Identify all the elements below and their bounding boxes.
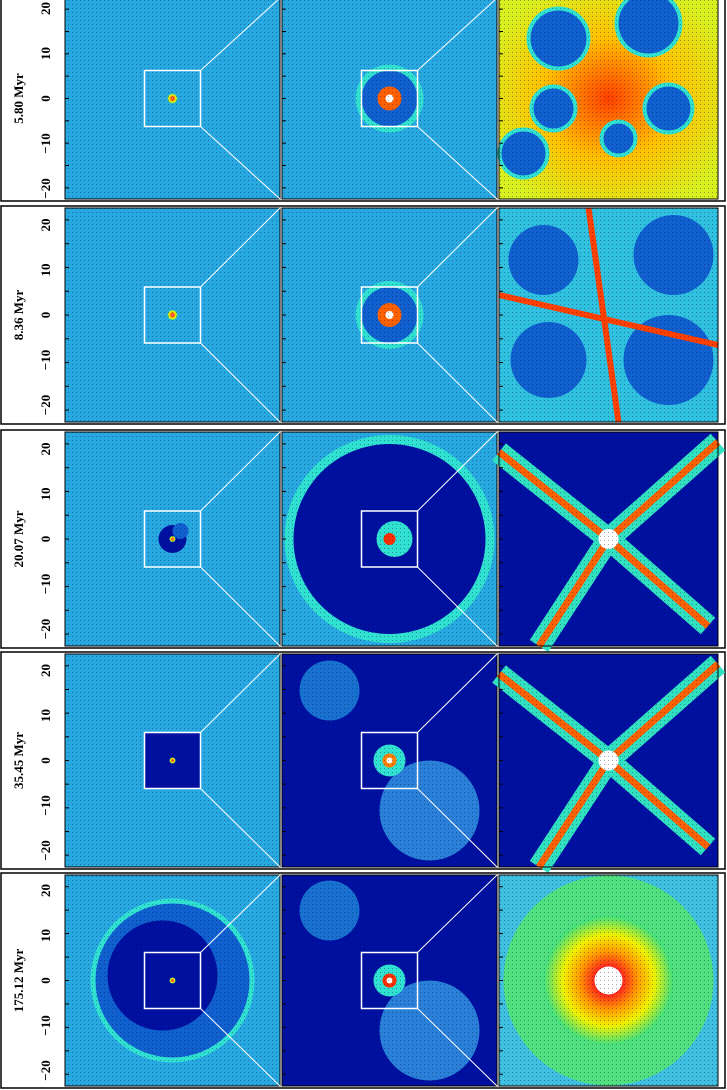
panel: [281, 0, 498, 200]
zoom-line: [200, 431, 281, 512]
zoom-line: [200, 788, 281, 868]
axis-tick-label: 10: [38, 47, 53, 60]
zoom-line: [200, 566, 281, 647]
panel: [281, 431, 498, 647]
panel: [498, 207, 719, 423]
panel: [498, 874, 719, 1087]
axis-tick-label: 10: [38, 488, 53, 501]
row-frame: [0, 0, 726, 202]
snapshot-row: 20.07 Myr 20 10 0 −10 −20: [0, 429, 726, 652]
row-frame: [0, 872, 726, 1089]
axis-tick-label: 10: [38, 709, 53, 722]
zoom-box: [360, 69, 419, 128]
zoom-box: [143, 951, 202, 1010]
time-label: 175.12 Myr: [11, 949, 26, 1013]
zoom-line: [200, 874, 281, 953]
panel: [281, 207, 498, 423]
zoom-line: [417, 566, 498, 647]
zoom-line: [417, 126, 498, 200]
axis-tick-label: 0: [38, 536, 53, 543]
axis-tick-label: 10: [38, 929, 53, 942]
zoom-box: [143, 731, 202, 790]
zoom-box: [143, 510, 202, 568]
time-label: 35.45 Myr: [11, 732, 26, 789]
zoom-line: [200, 126, 281, 200]
axis-tick-label: −20: [38, 840, 53, 860]
zoom-line: [200, 342, 281, 423]
panel: [497, 0, 719, 200]
zoom-line: [200, 653, 281, 733]
axis-tick-label: 0: [38, 312, 53, 319]
axis-tick-label: 0: [38, 95, 53, 102]
zoom-box: [360, 951, 419, 1010]
zoom-box: [360, 510, 419, 568]
zoom-line: [417, 874, 498, 953]
snapshot-row: 8.36 Myr 20 10 0 −10 −20: [0, 205, 726, 425]
zoom-line: [417, 0, 496, 71]
axis-tick-label: 20: [38, 219, 53, 232]
axis-tick-label: 0: [38, 977, 53, 984]
axis-tick-label: −10: [38, 795, 53, 815]
panel: [64, 207, 281, 423]
row-frame: [0, 205, 726, 425]
axis-tick-label: −20: [38, 178, 53, 198]
panel: [64, 874, 281, 1087]
zoom-line: [417, 342, 498, 423]
axis-tick-label: 20: [38, 443, 53, 456]
axis-tick-label: −20: [38, 619, 53, 639]
axis-tick-label: −20: [38, 395, 53, 415]
axis-tick-label: 0: [38, 757, 53, 764]
zoom-line: [417, 788, 498, 868]
zoom-line: [417, 653, 498, 733]
panel: [492, 431, 726, 652]
snapshot-row: 175.12 Myr 20 10 0 −10 −20: [0, 872, 726, 1089]
zoom-box: [143, 286, 202, 344]
row-frame: [0, 429, 726, 649]
dot-overlay: [499, 875, 718, 1086]
panel: [281, 653, 498, 868]
axis-tick-label: −20: [38, 1060, 53, 1080]
snapshot-row: 5.80 Myr 20 10 0 −10 −20: [0, 0, 726, 202]
row-frame: [0, 651, 726, 870]
time-label: 5.80 Myr: [11, 73, 26, 124]
zoom-line: [417, 1008, 498, 1087]
axis-tick-label: −10: [38, 1015, 53, 1035]
axis-tick-label: −10: [38, 133, 53, 153]
panel: [64, 653, 281, 868]
axis-tick-label: 20: [38, 2, 53, 15]
panel: [492, 653, 726, 874]
time-label: 20.07 Myr: [11, 510, 26, 567]
panel: [281, 874, 498, 1087]
zoom-line: [417, 207, 498, 288]
dot-overlay: [499, 654, 718, 867]
panel: [64, 431, 281, 647]
snapshot-row: 35.45 Myr 20 10 0 −10 −20: [0, 651, 726, 874]
zoom-line: [200, 0, 279, 71]
zoom-line: [200, 207, 281, 288]
zoom-line: [417, 431, 498, 512]
zoom-line: [200, 1008, 281, 1087]
dot-overlay: [499, 432, 718, 646]
axis-tick-label: −10: [38, 574, 53, 594]
dot-overlay: [499, 208, 718, 422]
axis-tick-label: −10: [38, 350, 53, 370]
zoom-box: [143, 69, 202, 128]
axis-tick-label: 20: [38, 884, 53, 897]
zoom-box: [360, 286, 419, 344]
axis-tick-label: 20: [38, 664, 53, 677]
panel: [64, 0, 281, 200]
axis-tick-label: 10: [38, 264, 53, 277]
zoom-box: [360, 731, 419, 790]
time-label: 8.36 Myr: [11, 290, 26, 341]
dot-overlay: [499, 0, 718, 199]
